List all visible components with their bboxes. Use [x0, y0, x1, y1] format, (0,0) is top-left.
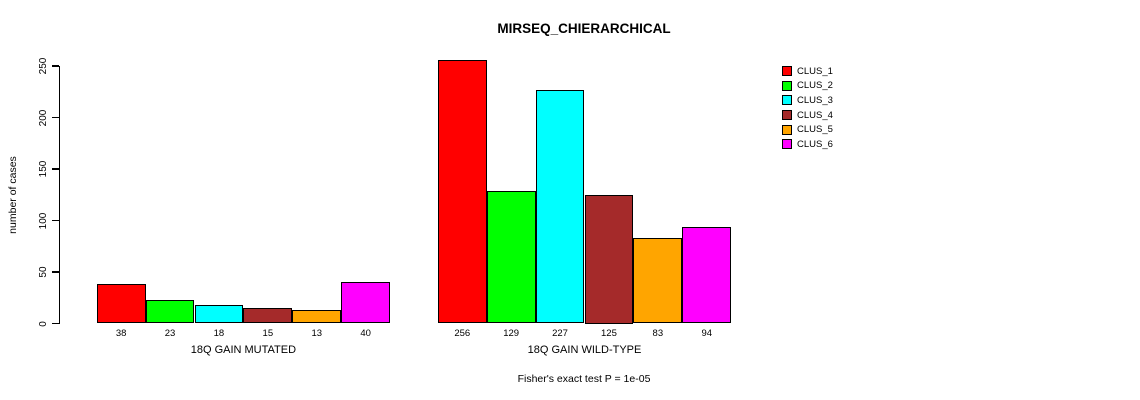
bar-clus_3-mutated — [194, 304, 244, 324]
fisher-test-annotation: Fisher's exact test P = 1e-05 — [517, 373, 651, 385]
bar-value-label: 83 — [652, 328, 664, 339]
y-axis-tick — [52, 271, 59, 273]
bar-value-label: 15 — [262, 328, 274, 339]
legend-item-clus_1: CLUS_1 — [782, 64, 833, 79]
legend-label: CLUS_3 — [797, 94, 833, 106]
y-axis-tick-label: 50 — [38, 266, 49, 278]
bar-clus_6-mutated — [341, 282, 391, 324]
bar-value-label: 13 — [311, 328, 323, 339]
bar-value-label: 18 — [213, 328, 225, 339]
legend: CLUS_1 CLUS_2 CLUS_3 CLUS_4 CLUS_5 CLUS_6 — [782, 64, 833, 152]
bar-value-label: 94 — [701, 328, 713, 339]
legend-swatch-clus_6 — [782, 139, 792, 150]
y-axis-tick-label: 150 — [38, 160, 49, 178]
y-axis-tick-label: 200 — [38, 109, 49, 126]
y-axis-tick — [52, 168, 59, 170]
legend-swatch-clus_5 — [782, 124, 792, 135]
bar-value-label: 38 — [115, 328, 127, 339]
legend-item-clus_3: CLUS_3 — [782, 93, 833, 108]
legend-swatch-clus_1 — [782, 66, 792, 77]
y-axis-tick-label: 0 — [38, 320, 49, 327]
bar-clus_2-wildtype — [486, 190, 536, 324]
group-axis-label: 18Q GAIN WILD-TYPE — [527, 344, 642, 356]
bar-clus_6-wildtype — [682, 226, 732, 324]
bar-clus_1-wildtype — [437, 59, 487, 324]
bar-value-label: 40 — [360, 328, 371, 339]
legend-swatch-clus_2 — [782, 80, 792, 91]
legend-item-clus_5: CLUS_5 — [782, 122, 833, 137]
bar-value-label: 23 — [164, 328, 176, 339]
y-axis-tick-label: 250 — [38, 57, 49, 75]
legend-item-clus_4: CLUS_4 — [782, 108, 833, 123]
bar-value-label: 125 — [601, 328, 617, 339]
bar-clus_1-mutated — [96, 284, 146, 324]
bar-value-label: 129 — [503, 328, 520, 339]
legend-item-clus_2: CLUS_2 — [782, 79, 833, 94]
bar-clus_3-wildtype — [535, 89, 585, 324]
bar-value-label: 227 — [552, 328, 568, 339]
legend-item-clus_6: CLUS_6 — [782, 137, 833, 152]
legend-label: CLUS_4 — [797, 109, 833, 121]
legend-swatch-clus_3 — [782, 95, 792, 106]
y-axis-tick — [52, 322, 59, 325]
legend-label: CLUS_2 — [797, 80, 833, 92]
y-axis-tick — [52, 116, 59, 119]
y-axis-title: number of cases — [7, 156, 19, 234]
chart-title: MIRSEQ_CHIERARCHICAL — [497, 21, 671, 36]
group-axis-label: 18Q GAIN MUTATED — [190, 344, 297, 356]
legend-label: CLUS_6 — [797, 138, 833, 150]
legend-label: CLUS_1 — [797, 65, 833, 77]
bar-clus_4-wildtype — [584, 194, 634, 324]
y-axis-tick — [52, 65, 59, 67]
bar-clus_5-mutated — [292, 310, 342, 324]
y-axis-tick — [52, 219, 59, 222]
legend-swatch-clus_4 — [782, 110, 792, 121]
y-axis-tick-label: 100 — [38, 212, 49, 229]
bar-value-label: 256 — [454, 328, 471, 339]
legend-label: CLUS_5 — [797, 124, 833, 136]
y-axis-line — [59, 66, 61, 324]
bar-clus_4-mutated — [243, 308, 293, 324]
bar-clus_2-mutated — [145, 299, 195, 324]
bar-clus_5-wildtype — [633, 238, 683, 324]
